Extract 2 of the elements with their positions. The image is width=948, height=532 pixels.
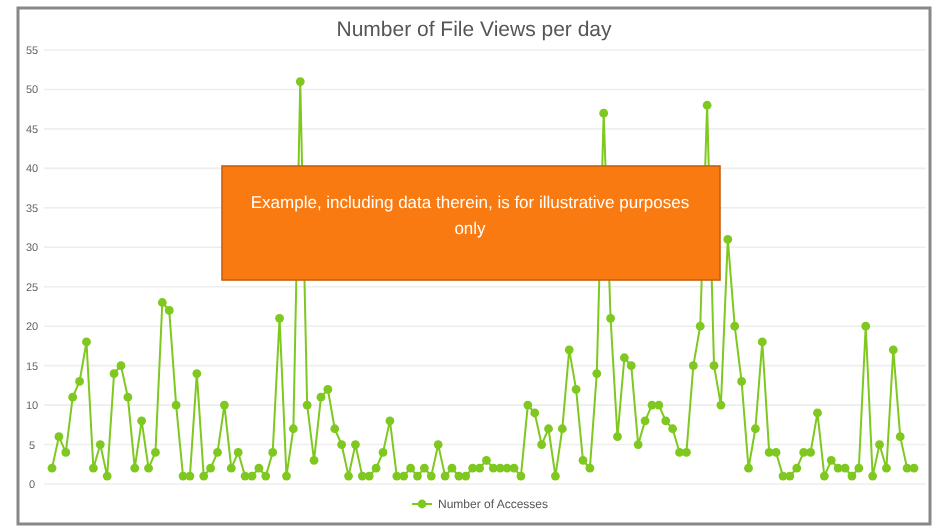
annotation: Example, including data therein, is for illustrative purposes only	[250, 192, 690, 238]
chart-title: Number of File Views per day	[336, 18, 614, 42]
